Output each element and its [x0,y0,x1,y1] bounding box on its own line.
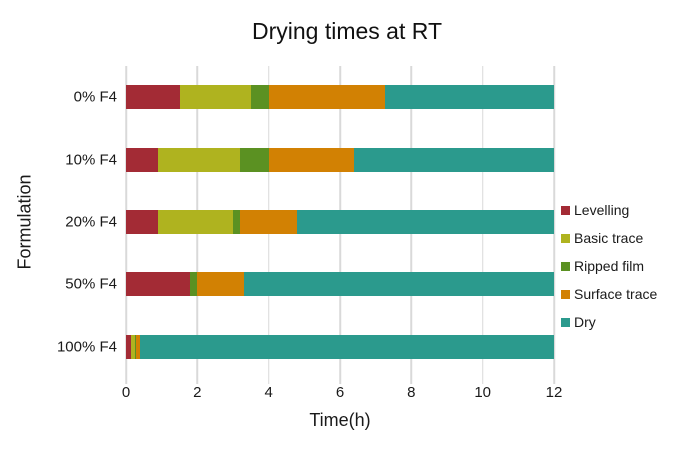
bar-segment [126,272,191,297]
category-label: 50% F4 [65,275,117,293]
bar-segment [126,147,159,172]
bar-segment [135,334,140,359]
bar-segment [268,85,385,110]
x-tick-label: 8 [407,384,416,401]
category-label: 0% F4 [73,88,117,106]
bar-row [126,66,554,128]
bar-segment [232,209,241,234]
bar-segment [126,209,159,234]
bar-segment [139,334,554,359]
chart-title: Drying times at RT [251,18,442,44]
legend-item: Ripped film [561,252,700,280]
bar-row [126,128,554,190]
bar-segment [190,272,198,297]
legend-item: Basic trace [561,224,700,252]
legend-label: Levelling [574,202,630,218]
x-tick-label: 12 [545,384,563,401]
legend-item: Levelling [561,196,700,224]
legend-label: Basic trace [574,230,644,246]
legend-item: Surface trace [561,280,700,308]
bar-segment [240,147,269,172]
stacked-bar [126,209,554,234]
bar-row [126,191,554,253]
bar-segment [126,85,180,110]
bar-segment [134,334,136,359]
stacked-bar [126,334,554,359]
bar-segment [268,147,355,172]
bar-segment [354,147,554,172]
x-tick-label: 0 [121,384,131,401]
bar-segment [250,85,269,110]
stacked-bar [126,272,554,297]
legend-swatch-icon [561,289,570,299]
bar-segment [240,209,298,234]
bar-segment [158,147,241,172]
legend: Levelling Basic trace Ripped film Surface t… [561,196,700,336]
x-tick-label: 2 [193,384,202,401]
bar-segment [179,85,251,110]
bar-segment [297,209,554,234]
legend-swatch-icon [561,317,570,327]
category-label: 10% F4 [65,151,117,169]
legend-label: Dry [574,314,596,330]
gridline [553,66,555,384]
x-tick-label: 10 [474,384,491,401]
stacked-bar [126,147,554,172]
category-label: 20% F4 [65,213,117,231]
x-tick-label: 6 [335,384,345,401]
stacked-bar [126,85,554,110]
x-tick-label: 4 [264,384,273,401]
bar-row [126,253,554,315]
y-axis-category-labels: 0% F4 10% F4 20% F4 50% F4 100% F4 [0,66,117,378]
legend-swatch-icon [561,233,570,243]
legend-label: Surface trace [574,286,658,302]
bar-segment [126,334,132,359]
plot-area [125,66,555,384]
bar-segment [243,272,554,297]
bar-segment [197,272,244,297]
bar-segment [384,85,554,110]
bar-segment [131,334,135,359]
legend-label: Ripped film [574,258,645,274]
category-label: 100% F4 [56,338,117,356]
x-axis-tick-labels: 0 2 4 6 8 10 12 [122,384,563,402]
legend-swatch-icon [561,261,570,271]
legend-item: Dry [561,308,700,336]
bar-row [126,316,554,378]
x-axis-title: Time(h) [309,410,371,430]
legend-swatch-icon [561,205,570,215]
bar-segment [158,209,233,234]
